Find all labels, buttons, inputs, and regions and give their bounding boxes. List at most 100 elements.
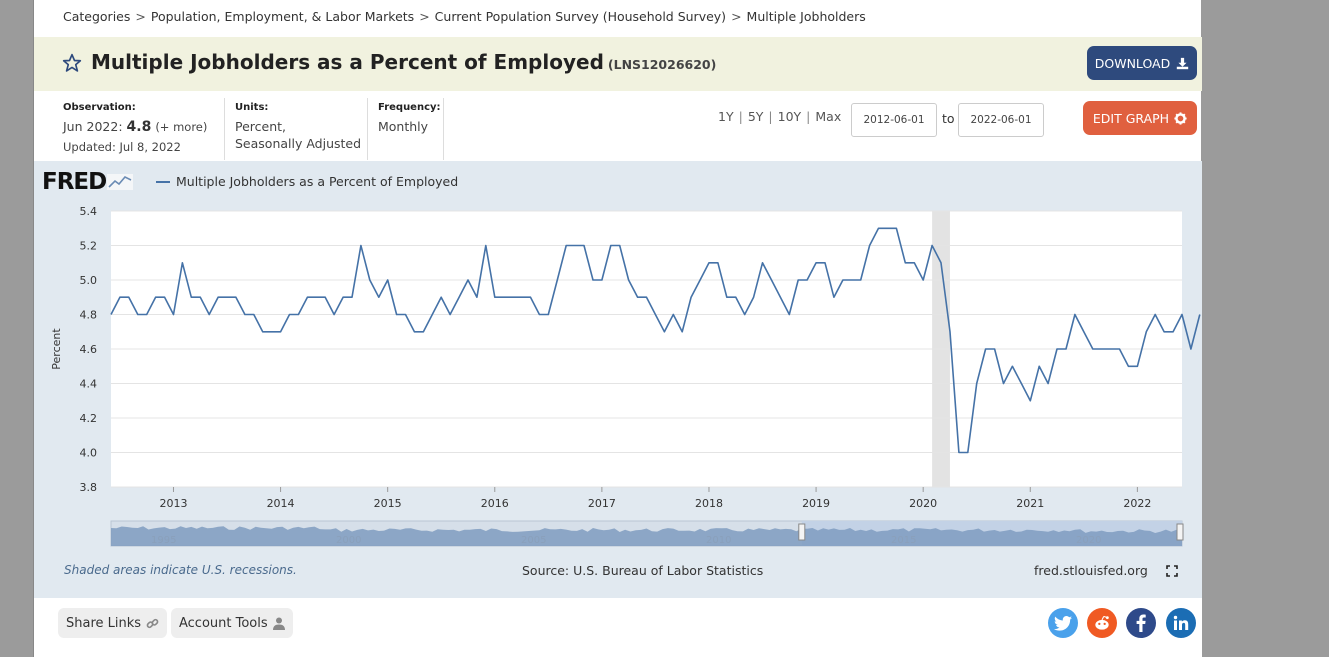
data-point[interactable]	[618, 243, 622, 247]
data-point[interactable]	[153, 295, 157, 299]
data-point[interactable]	[234, 295, 238, 299]
data-point[interactable]	[832, 295, 836, 299]
data-point[interactable]	[350, 295, 354, 299]
data-point[interactable]	[493, 295, 497, 299]
data-point[interactable]	[1108, 347, 1112, 351]
range-10y[interactable]: 10Y	[777, 109, 802, 124]
data-point[interactable]	[680, 330, 684, 334]
data-point[interactable]	[385, 278, 389, 282]
data-point[interactable]	[207, 312, 211, 316]
data-point[interactable]	[626, 278, 630, 282]
data-point[interactable]	[439, 295, 443, 299]
data-point[interactable]	[305, 295, 309, 299]
data-point[interactable]	[314, 295, 318, 299]
data-point[interactable]	[1028, 399, 1032, 403]
data-point[interactable]	[180, 261, 184, 265]
data-point[interactable]	[1117, 347, 1121, 351]
data-point[interactable]	[742, 312, 746, 316]
chart[interactable]: 3.8 4.0 4.2 4.4 4.6 4.8 5.0 5.2 5.4 2013 2014 2015 2…	[34, 161, 1202, 598]
data-point[interactable]	[734, 295, 738, 299]
data-point[interactable]	[359, 243, 363, 247]
data-point[interactable]	[975, 381, 979, 385]
data-point[interactable]	[421, 330, 425, 334]
data-point[interactable]	[653, 312, 657, 316]
data-point[interactable]	[992, 347, 996, 351]
data-point[interactable]	[466, 278, 470, 282]
data-point[interactable]	[528, 295, 532, 299]
data-point[interactable]	[1037, 364, 1041, 368]
data-point[interactable]	[778, 295, 782, 299]
breadcrumb-multiple-jobholders[interactable]: Multiple Jobholders	[746, 9, 866, 24]
data-point[interactable]	[510, 295, 514, 299]
data-point[interactable]	[635, 295, 639, 299]
breadcrumb-population[interactable]: Population, Employment, & Labor Markets	[150, 9, 415, 24]
data-point[interactable]	[796, 278, 800, 282]
data-point[interactable]	[957, 450, 961, 454]
fullscreen-icon[interactable]	[1166, 565, 1178, 577]
data-point[interactable]	[573, 243, 577, 247]
data-point[interactable]	[1073, 312, 1077, 316]
data-point[interactable]	[555, 278, 559, 282]
data-point[interactable]	[109, 312, 113, 316]
data-point[interactable]	[600, 278, 604, 282]
navigator-handle[interactable]	[1176, 523, 1184, 541]
data-point[interactable]	[894, 226, 898, 230]
data-point[interactable]	[341, 295, 345, 299]
data-point[interactable]	[323, 295, 327, 299]
data-point[interactable]	[484, 243, 488, 247]
data-point[interactable]	[1046, 381, 1050, 385]
range-5y[interactable]: 5Y	[747, 109, 764, 124]
data-point[interactable]	[1091, 347, 1095, 351]
data-point[interactable]	[198, 295, 202, 299]
data-point[interactable]	[823, 261, 827, 265]
data-point[interactable]	[475, 295, 479, 299]
data-point[interactable]	[948, 330, 952, 334]
data-point[interactable]	[1126, 364, 1130, 368]
chart-legend[interactable]: Multiple Jobholders as a Percent of Empl…	[156, 174, 458, 189]
share-links-button[interactable]: Share Links	[58, 608, 168, 638]
data-point[interactable]	[582, 243, 586, 247]
data-point[interactable]	[1001, 381, 1005, 385]
fred-site-link[interactable]: fred.stlouisfed.org	[1034, 563, 1148, 578]
data-point[interactable]	[278, 330, 282, 334]
data-point[interactable]	[261, 330, 265, 334]
data-point[interactable]	[377, 295, 381, 299]
start-date-input[interactable]: 2012-06-01	[851, 103, 937, 137]
star-icon[interactable]	[62, 53, 82, 73]
data-point[interactable]	[394, 312, 398, 316]
download-button[interactable]: DOWNLOAD	[1087, 46, 1197, 80]
range-1y[interactable]: 1Y	[718, 109, 734, 124]
data-point[interactable]	[519, 295, 523, 299]
data-point[interactable]	[225, 295, 229, 299]
data-point[interactable]	[912, 261, 916, 265]
data-point[interactable]	[930, 243, 934, 247]
data-point[interactable]	[145, 312, 149, 316]
reddit-share-button[interactable]	[1087, 608, 1117, 638]
navigator-handle[interactable]	[798, 523, 806, 541]
data-point[interactable]	[903, 261, 907, 265]
data-point[interactable]	[662, 330, 666, 334]
data-point[interactable]	[403, 312, 407, 316]
series-line[interactable]	[110, 227, 1201, 454]
data-point[interactable]	[537, 312, 541, 316]
data-point[interactable]	[368, 278, 372, 282]
data-point[interactable]	[1162, 330, 1166, 334]
data-point[interactable]	[1019, 381, 1023, 385]
data-point[interactable]	[332, 312, 336, 316]
data-point[interactable]	[243, 312, 247, 316]
edit-graph-button[interactable]: EDIT GRAPH	[1083, 101, 1197, 135]
data-point[interactable]	[1144, 330, 1148, 334]
data-point[interactable]	[921, 278, 925, 282]
data-point[interactable]	[885, 226, 889, 230]
data-point[interactable]	[1064, 347, 1068, 351]
data-point[interactable]	[162, 295, 166, 299]
linkedin-share-button[interactable]	[1166, 608, 1196, 638]
breadcrumb-cps[interactable]: Current Population Survey (Household Sur…	[434, 9, 727, 24]
breadcrumb-categories[interactable]: Categories	[63, 9, 131, 24]
data-point[interactable]	[983, 347, 987, 351]
data-point[interactable]	[787, 312, 791, 316]
data-point[interactable]	[760, 261, 764, 265]
data-point[interactable]	[939, 261, 943, 265]
data-point[interactable]	[252, 312, 256, 316]
data-point[interactable]	[457, 295, 461, 299]
